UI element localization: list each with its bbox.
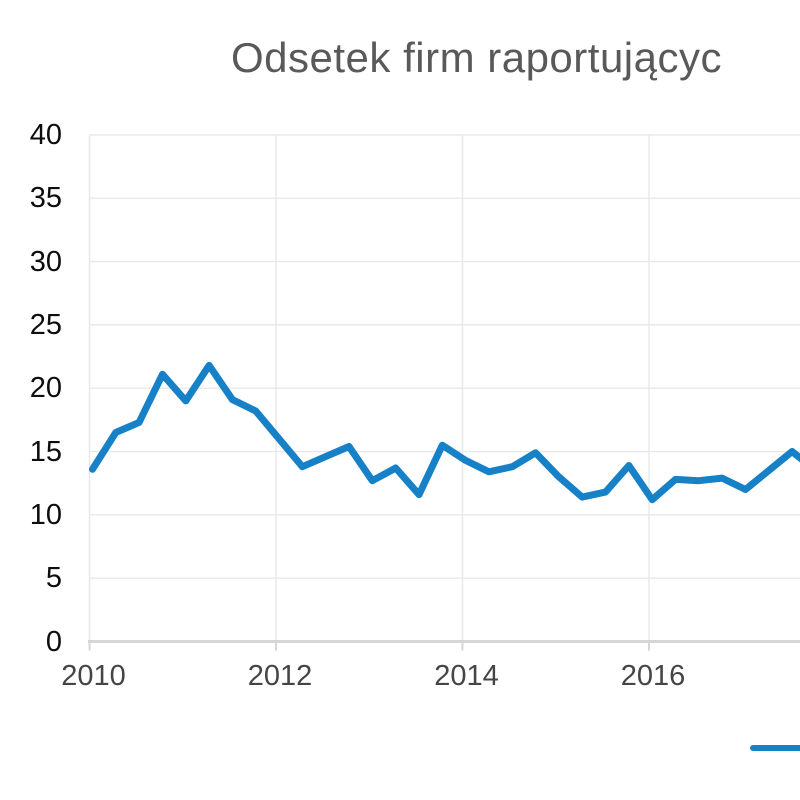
y-tick-label: 10	[29, 498, 62, 531]
y-tick-label: 0	[45, 625, 62, 658]
data-line-series	[89, 361, 800, 504]
chart-title: Odsetek firm raportującyc	[231, 34, 722, 81]
y-tick-label: 35	[29, 182, 62, 215]
x-tick-label: 2010	[61, 660, 126, 692]
x-tick-label: 2016	[620, 660, 686, 692]
y-tick-label: 25	[29, 308, 62, 341]
x-tick-label: 2012	[247, 660, 313, 692]
legend-line-marker	[750, 745, 800, 751]
y-tick-label: 15	[29, 435, 62, 468]
y-tick-label: 20	[29, 372, 62, 405]
y-tick-label: 30	[29, 245, 62, 278]
y-tick-label: 5	[45, 562, 62, 595]
x-tick-label: 2014	[434, 660, 499, 692]
y-tick-label: 40	[29, 118, 62, 151]
